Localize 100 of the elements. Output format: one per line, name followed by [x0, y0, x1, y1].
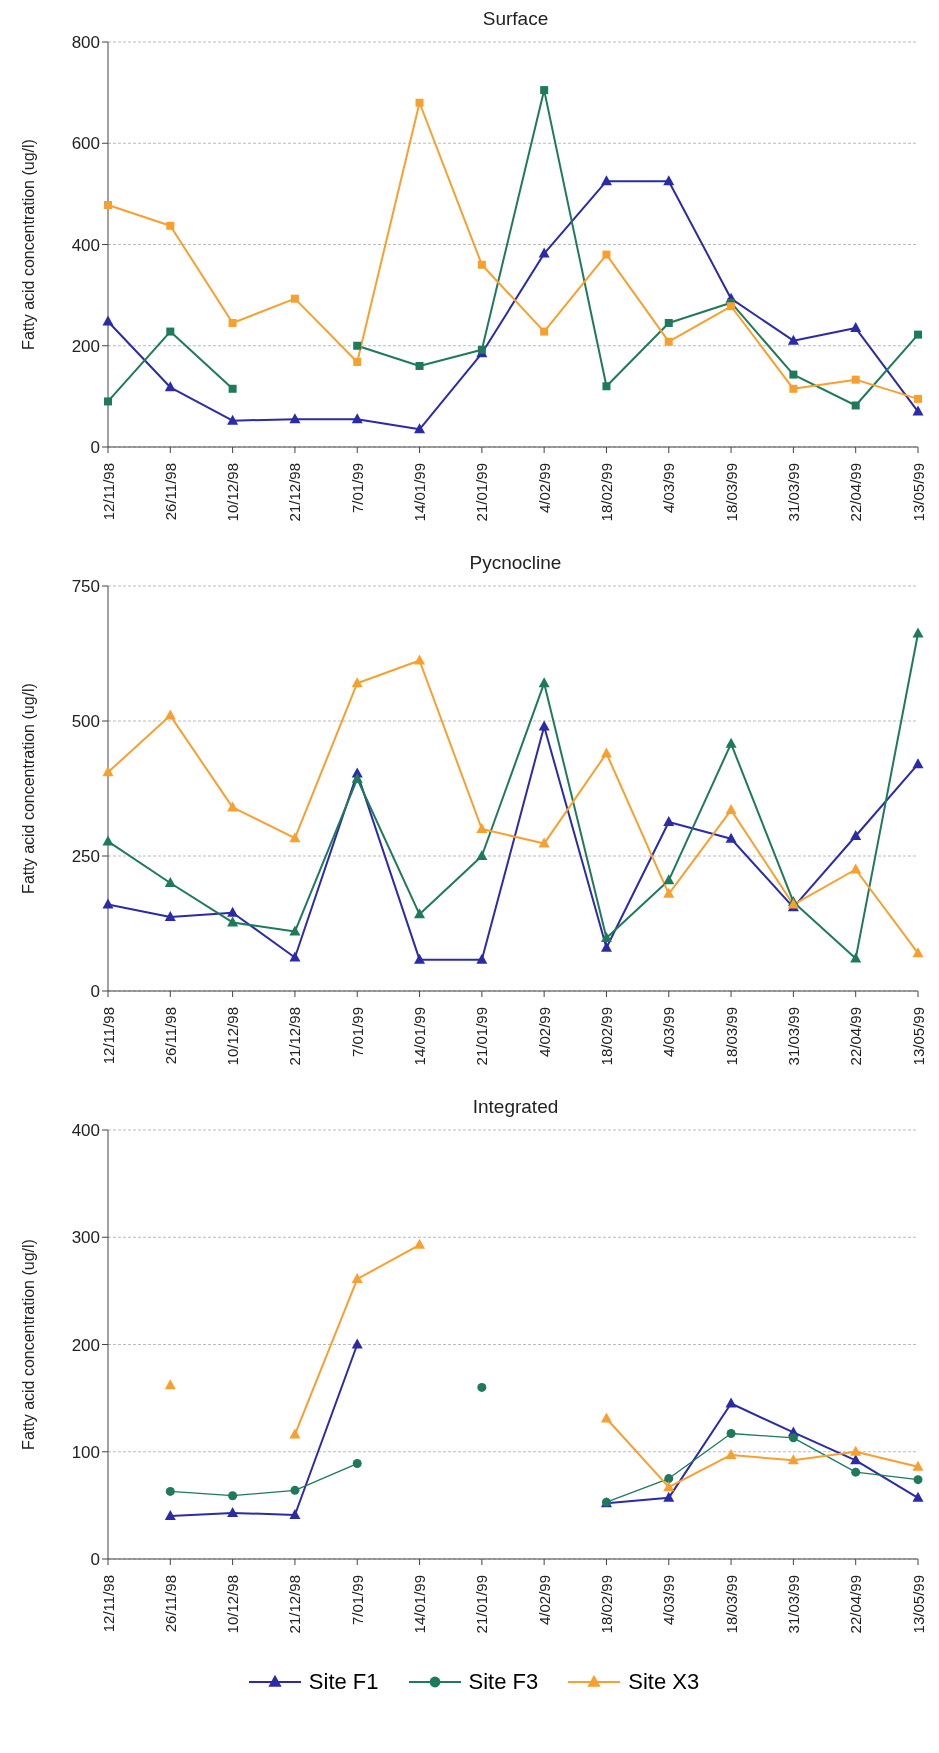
y-tick-label: 0 — [90, 438, 100, 458]
point — [227, 916, 239, 927]
point — [228, 318, 237, 327]
point — [663, 887, 675, 898]
y-axis-title: Fatty acid concentration (ug/l) — [19, 683, 37, 894]
point — [228, 1491, 238, 1501]
y-tick-label: 0 — [90, 1550, 100, 1570]
point — [415, 362, 424, 370]
point — [850, 863, 862, 874]
x-tick-label: 14/01/99 — [411, 1575, 429, 1634]
y-tick-label: 200 — [71, 336, 100, 356]
legend-label: Site X3 — [628, 1669, 700, 1695]
x-tick-label: 7/01/99 — [348, 1007, 366, 1058]
point — [789, 384, 798, 393]
point — [351, 413, 363, 424]
x-tick-label: 10/12/98 — [224, 1575, 242, 1634]
point — [165, 1486, 175, 1496]
y-tick-label: 500 — [71, 712, 100, 732]
x-tick-label: 21/12/98 — [286, 1575, 304, 1634]
x-tick-label: 22/04/99 — [847, 1575, 865, 1634]
point — [602, 250, 611, 259]
point — [725, 737, 737, 748]
point — [476, 823, 488, 833]
point — [414, 423, 426, 434]
point — [289, 951, 301, 962]
point — [538, 247, 550, 258]
y-tick-label: 600 — [71, 134, 100, 154]
point — [164, 877, 176, 887]
x-tick-label: 4/02/99 — [535, 1575, 553, 1626]
point — [912, 1491, 924, 1502]
point — [414, 654, 426, 665]
chart-title: Surface — [481, 8, 550, 31]
x-tick-label: 14/01/99 — [411, 1007, 429, 1066]
x-tick-label: 21/01/99 — [473, 1575, 491, 1634]
point — [850, 1445, 862, 1456]
y-axis-title: Fatty acid concentration (ug/l) — [19, 1239, 37, 1450]
x-tick-label: 18/02/99 — [597, 1007, 615, 1066]
point — [914, 330, 922, 339]
point — [228, 384, 237, 393]
point — [227, 906, 239, 917]
point — [104, 397, 112, 406]
y-tick-label: 800 — [71, 33, 100, 53]
point — [663, 1491, 675, 1502]
point — [600, 1412, 612, 1423]
x-tick-label: 22/04/99 — [847, 1007, 865, 1066]
point — [725, 832, 737, 843]
point — [164, 1379, 176, 1390]
x-tick-label: 18/02/99 — [597, 463, 615, 522]
point — [912, 758, 924, 769]
point — [414, 1238, 426, 1249]
point — [289, 1428, 301, 1439]
point — [912, 947, 924, 958]
x-tick-label: 12/11/98 — [99, 1575, 117, 1633]
point — [600, 747, 612, 758]
point — [540, 86, 549, 95]
point — [850, 322, 862, 333]
point — [664, 337, 673, 346]
point — [600, 932, 612, 943]
point — [851, 375, 860, 384]
point — [290, 294, 299, 303]
point — [414, 908, 426, 919]
point — [104, 201, 112, 210]
chart-title: Integrated — [471, 1096, 560, 1119]
chart-title: Pycnocline — [468, 552, 563, 575]
y-tick-label: 750 — [71, 577, 100, 597]
point — [725, 804, 737, 815]
point — [851, 401, 860, 410]
point — [540, 327, 549, 336]
point — [788, 1433, 798, 1443]
x-tick-label: 26/11/98 — [161, 1007, 179, 1065]
x-tick-label: 31/03/99 — [784, 1575, 802, 1634]
y-tick-label: 0 — [90, 982, 100, 1002]
point — [227, 1506, 239, 1517]
point — [787, 334, 799, 345]
point — [913, 1475, 923, 1485]
point — [164, 381, 176, 392]
x-tick-label: 4/02/99 — [535, 1007, 553, 1058]
y-tick-label: 400 — [71, 1121, 100, 1141]
point — [664, 318, 673, 327]
x-tick-label: 7/01/99 — [348, 1575, 366, 1626]
point — [727, 302, 736, 311]
y-tick-label: 100 — [71, 1442, 100, 1462]
point — [538, 720, 550, 731]
point — [227, 414, 239, 425]
point — [477, 260, 486, 269]
x-tick-label: 10/12/98 — [224, 1007, 242, 1066]
point — [477, 1382, 487, 1392]
point — [477, 345, 486, 354]
point — [102, 766, 114, 777]
point — [351, 772, 363, 783]
x-tick-label: 22/04/99 — [847, 463, 865, 522]
y-axis-title: Fatty acid concentration (ug/l) — [19, 139, 37, 350]
legend-label: Site F3 — [468, 1669, 539, 1695]
x-tick-label: 14/01/99 — [411, 463, 429, 522]
point — [850, 1454, 862, 1465]
point — [289, 925, 301, 936]
point — [166, 327, 175, 336]
x-tick-label: 21/01/99 — [473, 463, 491, 522]
x-tick-label: 13/05/99 — [909, 463, 927, 522]
x-tick-label: 31/03/99 — [784, 463, 802, 522]
